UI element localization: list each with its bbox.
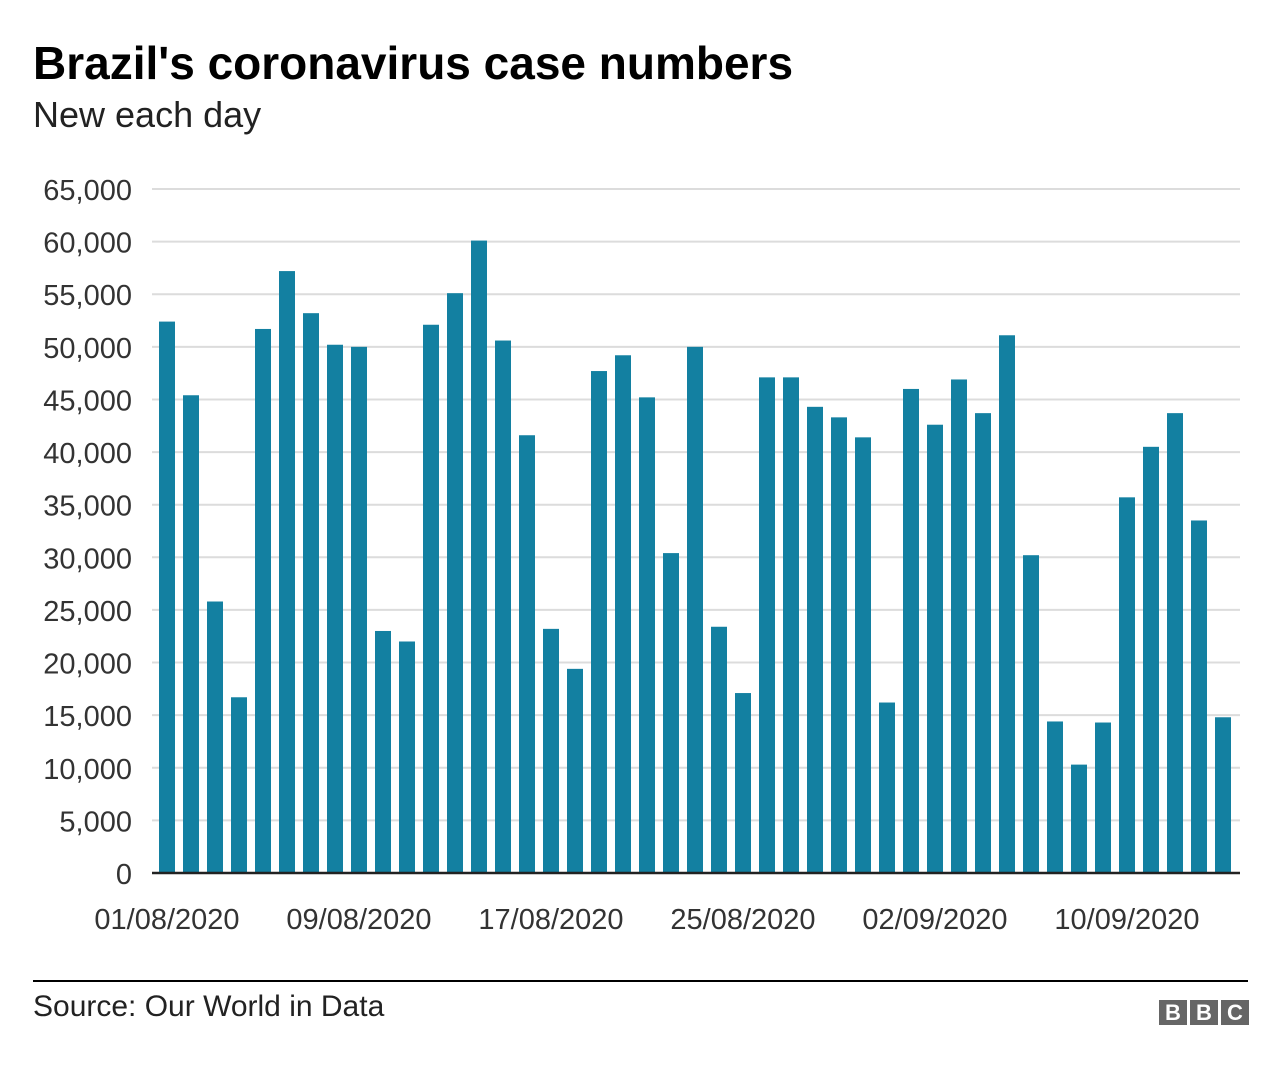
y-tick-label: 15,000 <box>43 701 132 733</box>
bar <box>399 641 415 873</box>
y-tick-label: 30,000 <box>43 543 132 575</box>
bar <box>1191 520 1207 873</box>
bar <box>735 693 751 873</box>
bar <box>1023 555 1039 873</box>
bar <box>1095 722 1111 873</box>
bar <box>687 346 703 873</box>
bar <box>807 406 823 873</box>
chart-subtitle: New each day <box>33 94 262 135</box>
bar <box>855 437 871 873</box>
bar <box>351 346 367 873</box>
bar <box>375 630 391 873</box>
bar <box>663 553 679 873</box>
source-note: Source: Our World in Data <box>33 990 385 1023</box>
bar <box>279 271 295 874</box>
y-tick-label: 60,000 <box>43 228 132 260</box>
bar <box>639 397 655 873</box>
x-tick-label: 17/08/2020 <box>478 904 623 936</box>
bar <box>999 335 1015 874</box>
bar <box>783 377 799 873</box>
y-tick-label: 10,000 <box>43 754 132 786</box>
x-tick-label: 10/09/2020 <box>1054 904 1199 936</box>
bar <box>711 626 727 873</box>
bar <box>1215 717 1231 873</box>
bar <box>255 328 271 873</box>
y-tick-label: 20,000 <box>43 649 132 681</box>
y-tick-label: 5,000 <box>59 806 132 838</box>
y-tick-label: 45,000 <box>43 385 132 417</box>
bar <box>159 321 175 873</box>
bar <box>951 379 967 873</box>
bar <box>567 668 583 873</box>
y-tick-label: 40,000 <box>43 438 132 470</box>
y-tick-label: 35,000 <box>43 491 132 523</box>
x-tick-label: 09/08/2020 <box>286 904 431 936</box>
bar <box>1071 764 1087 873</box>
bar <box>1119 497 1135 873</box>
bar-chart: 0 5,000 10,000 15,000 20,000 25,000 30,000 35,0… <box>43 175 1240 936</box>
bar <box>975 413 991 873</box>
bar <box>591 371 607 873</box>
bar <box>831 417 847 873</box>
footer-divider <box>33 980 1248 982</box>
bar <box>1143 446 1159 873</box>
y-tick-label: 50,000 <box>43 333 132 365</box>
y-tick-label: 0 <box>116 859 132 891</box>
bar <box>1167 413 1183 873</box>
y-tick-label: 25,000 <box>43 596 132 628</box>
bar <box>1047 721 1063 873</box>
bar <box>447 293 463 873</box>
bar <box>471 240 487 873</box>
bar <box>207 601 223 873</box>
x-tick-label: 25/08/2020 <box>670 904 815 936</box>
bar <box>543 628 559 873</box>
bar <box>327 344 343 873</box>
bar <box>879 702 895 873</box>
bar <box>759 377 775 873</box>
x-tick-label: 02/09/2020 <box>862 904 1007 936</box>
x-tick-label: 01/08/2020 <box>94 904 239 936</box>
bar <box>303 313 319 873</box>
bar <box>231 697 247 873</box>
bar <box>615 355 631 873</box>
bar <box>519 435 535 873</box>
bar <box>927 424 943 873</box>
bar <box>903 388 919 873</box>
chart-title: Brazil's coronavirus case numbers <box>33 37 794 89</box>
bar <box>423 324 439 873</box>
y-tick-label: 65,000 <box>43 175 132 207</box>
bar <box>495 340 511 873</box>
bar <box>183 395 199 873</box>
y-tick-label: 55,000 <box>43 280 132 312</box>
